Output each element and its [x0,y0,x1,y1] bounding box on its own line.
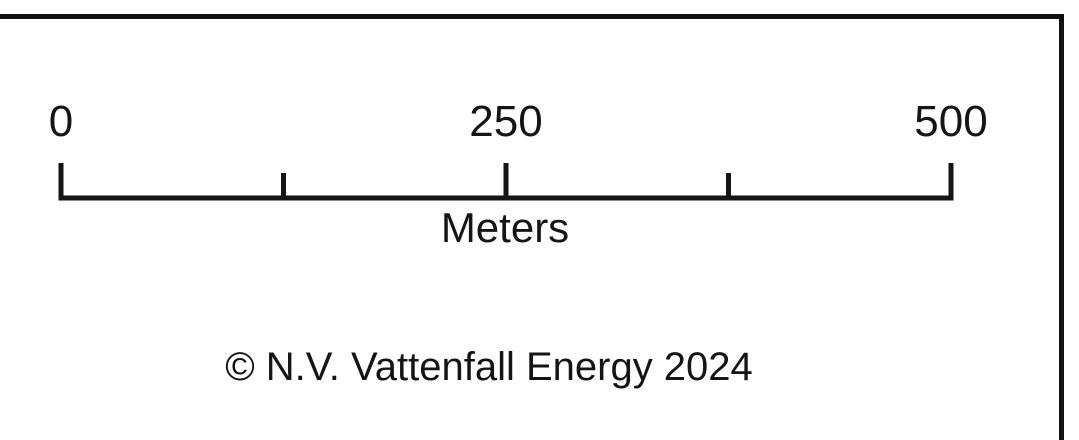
scale-tick-label-250: 250 [469,97,543,146]
legend-panel [0,14,1064,440]
scale-unit-label: Meters [440,204,570,251]
scale-tick-label-500: 500 [914,97,988,146]
copyright-text: © N.V. Vattenfall Energy 2024 [225,345,753,389]
scale-tick-label-0: 0 [48,97,74,146]
